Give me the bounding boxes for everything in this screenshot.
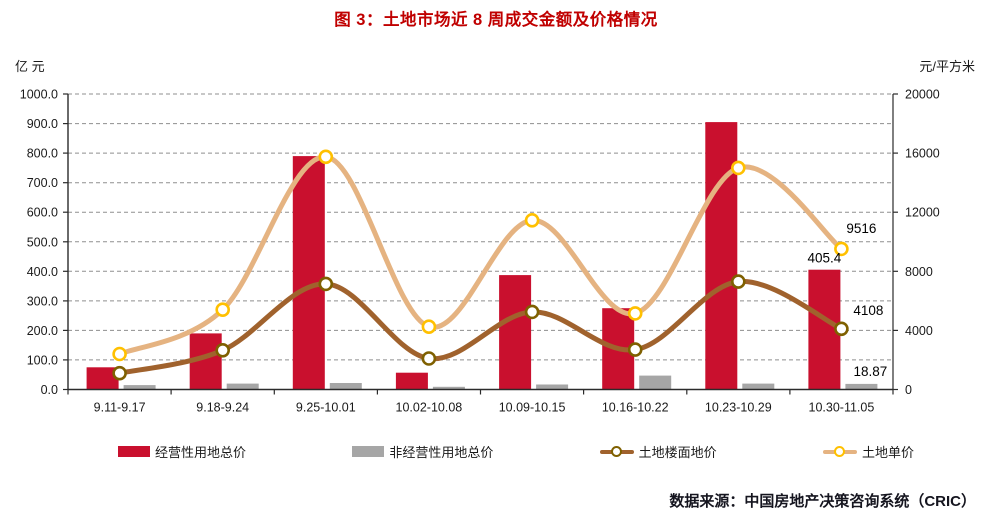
- data-label: 9516: [846, 221, 876, 236]
- marker: [834, 321, 849, 337]
- bar: [536, 384, 569, 390]
- legend-bar-swatch: [352, 446, 385, 457]
- bar: [123, 385, 156, 390]
- legend-line-swatch: [822, 445, 857, 458]
- bars-commercial-land-total: [86, 122, 841, 390]
- marker: [524, 213, 540, 228]
- bar: [395, 372, 428, 390]
- legend-label: 经营性用地总价: [155, 445, 247, 460]
- axes: [63, 93, 898, 395]
- bar: [292, 156, 325, 390]
- bar: [705, 122, 738, 390]
- legend-item-line-floor-price: 土地楼面地价: [599, 442, 717, 461]
- marker: [112, 346, 127, 362]
- legend-item-bars-commercial-land-total: 经营性用地总价: [118, 442, 246, 461]
- marker: [215, 342, 230, 358]
- bars-non-commercial-land-total: [123, 375, 878, 390]
- x-tick-label: 10.02-10.08: [396, 401, 463, 415]
- legend-item-line-land-unit-price: 土地单价: [822, 442, 914, 461]
- x-tick-label: 9.11-9.17: [94, 401, 146, 415]
- line-path: [117, 154, 844, 357]
- y-tick-label-left: 100.0: [27, 353, 58, 367]
- y-axis-labels-left: 0.0 100.0 200.0 300.0 400.0 500.0 600.0 700.0 80…: [20, 88, 58, 398]
- x-axis-labels: 9.11-9.17 9.18-9.24 9.25-10.01 10.02-10.08 1…: [94, 401, 875, 415]
- marker: [834, 241, 849, 257]
- y-tick-label-right: 4000: [905, 324, 933, 338]
- legend-line-swatch: [599, 445, 634, 458]
- combo-chart-canvas: 0.0 100.0 200.0 300.0 400.0 500.0 600.0 700.0 80…: [20, 88, 940, 415]
- data-labels: 405.4 18.87 4108 9516: [808, 221, 888, 379]
- y-tick-label-left: 900.0: [27, 117, 58, 131]
- marker: [627, 306, 643, 321]
- bar: [432, 386, 465, 390]
- data-label: 4108: [853, 303, 883, 318]
- gridlines: [68, 93, 893, 361]
- left-axis-unit-label: 亿 元: [15, 59, 45, 74]
- x-tick-label: 10.23-10.29: [705, 401, 772, 415]
- bar: [639, 375, 672, 390]
- data-label: 405.4: [808, 251, 842, 266]
- legend-label: 非经营性用地总价: [389, 445, 494, 460]
- y-tick-label-left: 200.0: [27, 324, 58, 338]
- legend-item-bars-non-commercial-land-total: 非经营性用地总价: [352, 442, 493, 461]
- data-source-note: 数据来源：中国房地产决策咨询系统（CRIC）: [669, 493, 976, 510]
- marker: [524, 304, 540, 320]
- marker: [730, 274, 746, 289]
- y-tick-label-right: 0: [905, 383, 912, 397]
- bar: [329, 383, 362, 390]
- y-tick-label-right: 12000: [905, 206, 940, 220]
- line-land-unit-price: [112, 149, 849, 362]
- x-tick-label: 10.09-10.15: [499, 401, 566, 415]
- y-tick-label-left: 400.0: [27, 265, 58, 279]
- x-tick-label: 9.18-9.24: [196, 401, 249, 415]
- x-tick-label: 9.25-10.01: [296, 401, 356, 415]
- line-floor-price: [112, 274, 849, 381]
- bar: [742, 383, 775, 390]
- y-tick-label-left: 700.0: [27, 176, 58, 190]
- y-tick-label-right: 16000: [905, 147, 940, 161]
- x-tick-label: 10.30-11.05: [809, 401, 875, 415]
- y-tick-label-left: 300.0: [27, 294, 58, 308]
- bar: [226, 383, 259, 390]
- y-tick-label-left: 600.0: [27, 206, 58, 220]
- marker: [421, 319, 437, 335]
- marker: [318, 149, 334, 165]
- legend-bar-swatch: [118, 446, 150, 457]
- right-axis-unit-label: 元/平方米: [919, 59, 975, 74]
- y-tick-label-right: 20000: [905, 88, 940, 102]
- legend-label: 土地楼面地价: [638, 445, 717, 460]
- chart-title: 图 3：土地市场近 8 周成交金额及价格情况: [334, 11, 658, 29]
- marker: [318, 276, 334, 292]
- bar: [86, 367, 119, 390]
- legend: 经营性用地总价 非经营性用地总价 土地楼面地价 土地单价: [118, 442, 914, 461]
- y-tick-label-left: 800.0: [27, 147, 58, 161]
- data-label: 18.87: [854, 364, 888, 379]
- bar: [845, 383, 878, 390]
- y-axis-labels-right: 0 4000 8000 12000 16000 20000: [905, 88, 940, 398]
- y-tick-label-left: 500.0: [27, 235, 58, 249]
- x-tick-label: 10.16-10.22: [602, 401, 669, 415]
- marker: [112, 365, 127, 381]
- marker: [215, 302, 230, 318]
- legend-label: 土地单价: [861, 445, 914, 460]
- y-tick-label-left: 0.0: [41, 383, 58, 397]
- marker: [421, 351, 437, 366]
- marker: [730, 160, 746, 176]
- y-tick-label-left: 1000.0: [20, 88, 58, 102]
- marker: [627, 342, 643, 357]
- y-tick-label-right: 8000: [905, 265, 933, 279]
- bar: [499, 275, 532, 390]
- line-path: [117, 279, 844, 376]
